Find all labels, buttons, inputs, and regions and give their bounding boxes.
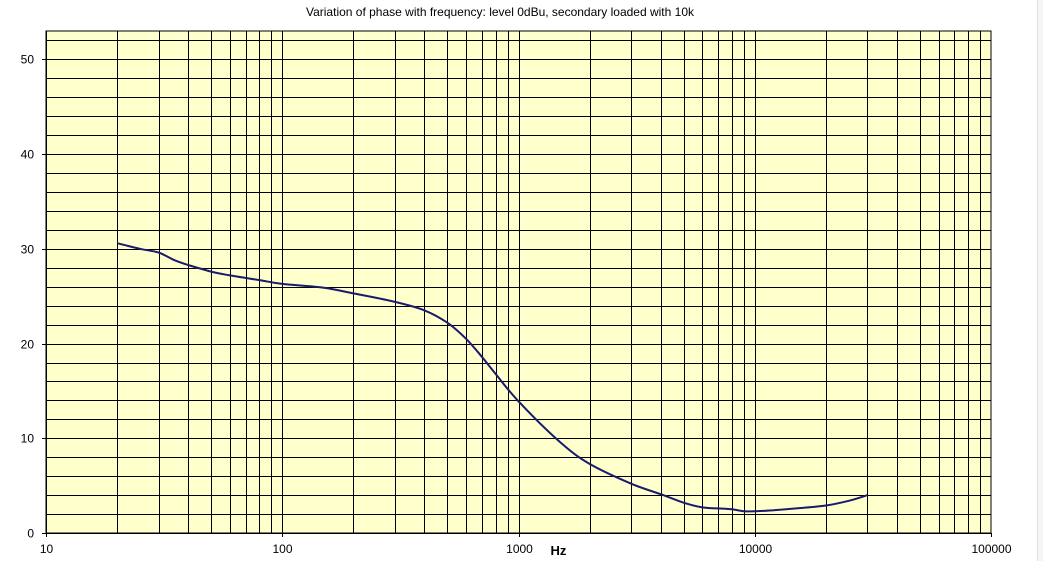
y-tick-label: 50 — [21, 53, 35, 67]
x-tick-label: 100 — [272, 542, 292, 556]
y-tick-label: 10 — [21, 432, 35, 446]
x-tick-label: 10000 — [739, 542, 773, 556]
x-tick-label: 100000 — [971, 542, 1011, 556]
y-tick-label: 40 — [21, 148, 35, 162]
x-tick-label: 1000 — [506, 542, 533, 556]
y-tick-label: 30 — [21, 243, 35, 257]
y-tick-label: 0 — [27, 527, 34, 541]
plot-area — [45, 30, 992, 534]
window-edge — [1037, 0, 1043, 561]
series-line — [116, 242, 868, 513]
x-tick-label: 10 — [40, 542, 54, 556]
y-tick-label: 20 — [21, 338, 35, 352]
chart-title: Variation of phase with frequency: level… — [305, 5, 694, 19]
x-axis-label: Hz — [551, 543, 567, 558]
